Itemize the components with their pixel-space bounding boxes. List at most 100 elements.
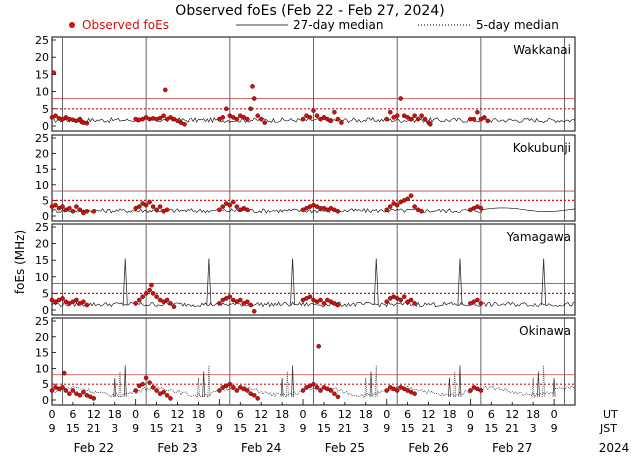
foes-trace: [51, 385, 576, 399]
spike: [453, 371, 457, 397]
ut-tick-label: 12: [254, 408, 268, 421]
observed-point: [164, 297, 170, 303]
observed-point: [77, 207, 83, 213]
y-tick-label: 25: [35, 221, 49, 234]
observed-point: [164, 392, 170, 398]
spike: [113, 377, 117, 397]
y-tick-label: 10: [35, 179, 49, 192]
observed-point: [412, 113, 417, 118]
observed-point: [63, 388, 69, 393]
observed-point: [81, 389, 86, 395]
observed-point: [300, 388, 306, 393]
observed-point: [60, 385, 65, 390]
ut-tick-label: 6: [488, 408, 495, 421]
observed-point: [408, 297, 414, 303]
jst-tick-label: 3: [279, 422, 286, 435]
observed-point: [335, 302, 341, 308]
ut-tick-label: 18: [275, 408, 289, 421]
observed-point: [384, 299, 390, 305]
observed-point: [154, 207, 159, 213]
day-label: Feb 22: [74, 441, 114, 455]
jst-tick-label: 15: [484, 422, 498, 435]
observed-point: [143, 202, 149, 208]
legend-median27-label: 27-day median: [293, 18, 383, 32]
observed-point: [49, 388, 55, 393]
jst-tick-label: 21: [338, 422, 352, 435]
observed-point: [162, 87, 168, 93]
observed-point: [223, 106, 229, 112]
spike: [206, 258, 212, 306]
ut-tick-label: 0: [551, 408, 558, 421]
observed-point: [412, 301, 417, 306]
ut-tick-label: 0: [467, 408, 474, 421]
jst-tick-label: 3: [111, 422, 118, 435]
observed-point: [237, 297, 243, 303]
spike: [373, 258, 379, 306]
observed-point: [136, 297, 142, 303]
spike: [118, 371, 122, 397]
observed-point: [220, 204, 226, 209]
observed-point: [485, 118, 491, 124]
jst-tick-label: 3: [362, 422, 369, 435]
spike: [364, 377, 368, 397]
observed-point: [150, 291, 156, 296]
observed-point: [217, 207, 222, 213]
y-tick-label: 10: [35, 362, 49, 375]
observed-point: [398, 297, 404, 303]
observed-point: [478, 388, 484, 393]
observed-point: [328, 388, 334, 393]
y-tick-label: 15: [35, 347, 49, 360]
jst-axis-label: JST: [599, 422, 617, 435]
spike: [531, 377, 535, 397]
observed-point: [161, 389, 166, 395]
spike: [448, 377, 451, 397]
observed-point: [405, 196, 410, 202]
observed-point: [53, 113, 58, 118]
observed-point: [419, 113, 424, 118]
observed-point: [398, 96, 404, 101]
ut-tick-label: 0: [49, 408, 56, 421]
observed-point: [321, 301, 327, 306]
observed-point: [157, 115, 163, 121]
ut-tick-label: 6: [320, 408, 327, 421]
observed-point: [61, 370, 67, 376]
observed-point: [168, 301, 173, 306]
observed-point: [251, 392, 257, 398]
spike: [123, 365, 127, 397]
spike: [280, 377, 284, 397]
observed-point: [481, 115, 487, 120]
y-tick-label: 15: [35, 68, 49, 81]
observed-point: [53, 202, 58, 208]
y-tick-label: 25: [35, 315, 49, 328]
jst-tick-label: 9: [216, 422, 223, 435]
y-tick-label: 15: [35, 163, 49, 176]
observed-point: [387, 204, 393, 209]
observed-point: [314, 113, 320, 118]
ut-tick-label: 0: [300, 408, 307, 421]
spike: [122, 258, 128, 306]
observed-point: [70, 388, 76, 393]
observed-point: [248, 106, 253, 112]
jst-tick-label: 21: [171, 422, 185, 435]
spike: [202, 371, 206, 397]
ut-tick-label: 12: [505, 408, 519, 421]
y-axis-label: foEs (MHz): [13, 230, 27, 294]
observed-point: [415, 116, 421, 122]
observed-point: [478, 205, 484, 211]
observed-point: [182, 122, 187, 127]
observed-point: [387, 109, 393, 115]
observed-point: [147, 199, 152, 205]
observed-point: [300, 116, 306, 122]
ut-axis-label: UT: [603, 408, 618, 421]
y-tick-label: 10: [35, 86, 49, 99]
observed-point: [154, 294, 159, 300]
observed-point: [318, 297, 323, 303]
jst-tick-label: 15: [150, 422, 164, 435]
y-tick-label: 0: [42, 394, 49, 407]
observed-point: [401, 294, 407, 300]
observed-point: [67, 205, 72, 211]
observed-point: [244, 207, 250, 213]
observed-point: [149, 282, 154, 288]
ut-tick-label: 18: [526, 408, 540, 421]
observed-point: [60, 296, 65, 301]
